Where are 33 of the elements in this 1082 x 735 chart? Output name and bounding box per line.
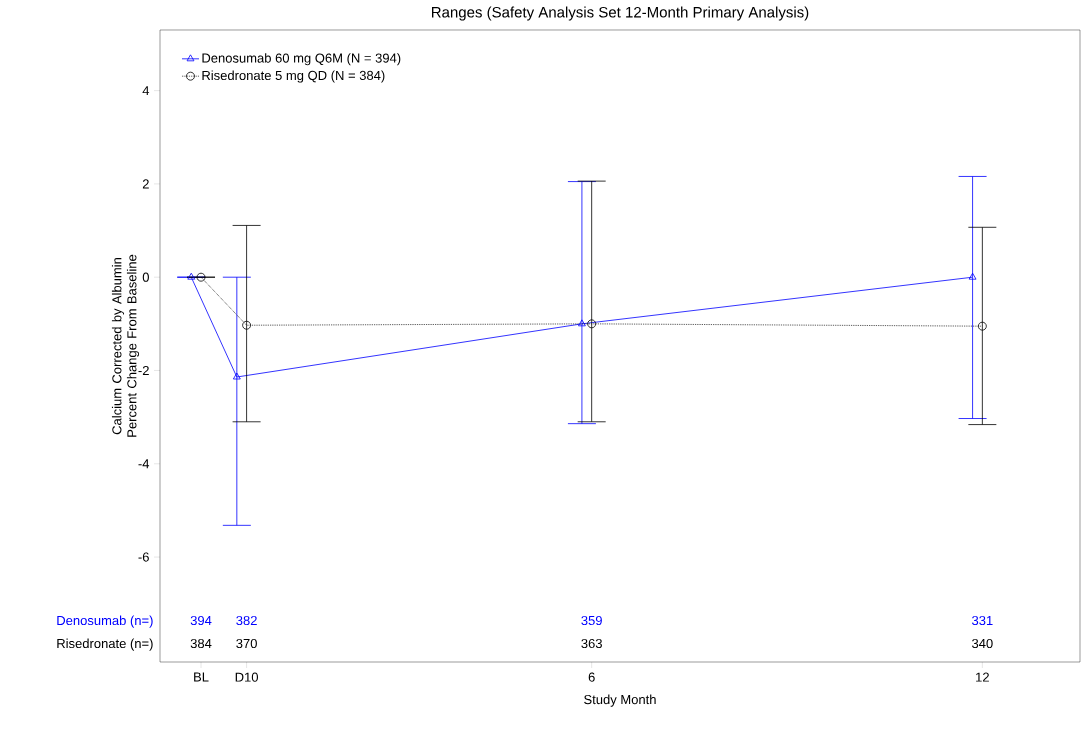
point	[578, 319, 586, 327]
y-tick-label: -2	[138, 365, 149, 376]
legend-label: Denosumab 60 mg Q6M (N = 394)	[202, 53, 401, 66]
y-tick-label: -6	[138, 552, 149, 562]
legend-label: Risedronate 5 mg QD (N = 384)	[202, 70, 385, 83]
annotation: 331	[972, 615, 993, 626]
x-tick-label: 6	[588, 672, 595, 682]
point	[968, 272, 977, 280]
point	[242, 320, 251, 330]
x-tick-label: BL	[194, 672, 209, 682]
annotation: 359	[581, 615, 602, 626]
y-tick-label: 0	[142, 272, 149, 282]
y-axis-title: Calcium Corrected by Albumin Percent Change From Baseline	[111, 254, 140, 437]
annotation: 363	[581, 638, 602, 649]
y-tick-label: -4	[138, 459, 150, 469]
point	[232, 372, 241, 380]
point	[196, 272, 206, 282]
point	[977, 321, 987, 331]
x-tick-label: 12	[976, 672, 989, 682]
x-axis-title: Study Month	[584, 694, 656, 707]
annotation: 384	[190, 638, 212, 649]
text: Risedronate (n=)	[57, 638, 153, 651]
chart-title: Ranges (Safety Analysis Set 12-Month Primary Analysis)	[432, 6, 809, 21]
y-tick-label: 4	[142, 86, 150, 96]
annotation: 340	[972, 638, 993, 649]
annotation: 370	[236, 638, 257, 649]
annotation: 382	[236, 615, 257, 626]
x-tick-label: D10	[235, 672, 259, 682]
annotation: 394	[190, 615, 212, 626]
text: Denosumab (n=)	[57, 615, 153, 628]
point	[187, 272, 196, 280]
point	[587, 319, 597, 329]
y-tick-label: 2	[142, 179, 149, 189]
